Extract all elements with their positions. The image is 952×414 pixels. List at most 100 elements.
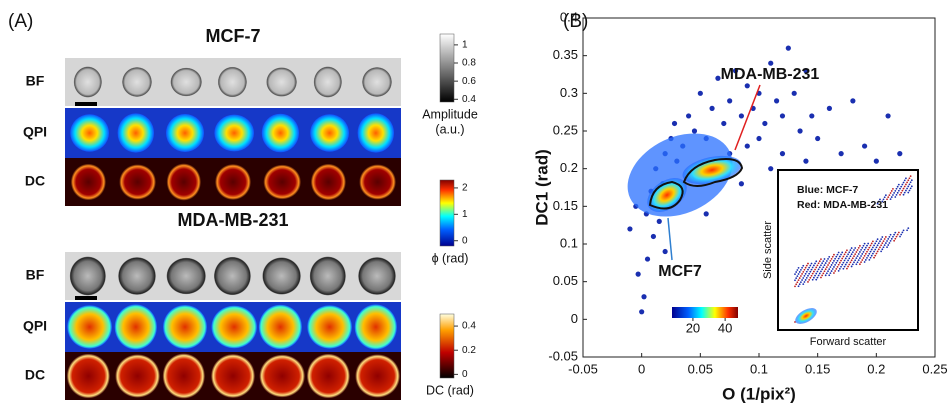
data-point [809,113,815,119]
inset-dot [909,181,912,184]
data-point [662,248,668,255]
inset-dot [901,231,904,234]
inset-dot [822,272,825,275]
inset-dot [867,242,870,245]
inset-dot [868,252,871,255]
inset-dot [807,274,809,277]
cell-image [213,256,251,296]
inset-dot [883,196,886,199]
data-point [768,166,774,172]
inset-dot [886,240,888,242]
inset-dot [876,250,879,253]
inset-dot [833,259,835,262]
data-point [709,105,715,111]
inset-dot [834,263,837,266]
inset-dot [902,193,905,196]
contour [682,158,744,187]
colorbar-label: ϕ (rad) [432,251,469,265]
inset-dot [824,274,827,277]
colorbar-tick-label: 0 [462,235,468,246]
inset-legend: Blue: MCF-7 [797,184,858,196]
cell-image [261,113,299,153]
y-tick-label: 0.25 [553,122,578,137]
inset-dot [814,268,816,271]
inset-dot [822,260,825,263]
inset-dot [887,238,890,240]
inset-dot [817,268,820,271]
inset-dot [809,270,812,273]
data-point [744,143,750,149]
inset-dot [857,253,860,255]
data-point [803,68,809,74]
inset-dot [811,266,814,269]
inset-dot [897,231,900,234]
inset-legend: Red: MDA-MB-231 [797,199,888,211]
inset-dot [848,251,851,254]
cell-image [362,67,392,97]
inset-dot [828,262,831,264]
inset-dot [897,183,900,186]
inset-dot [894,196,897,198]
inset-dot [859,251,861,253]
inset-dot [867,254,870,257]
inset-dot [825,260,828,262]
inset-dot [821,268,824,271]
data-point [785,45,791,51]
inset-dot [881,248,884,251]
inset-dot [854,253,857,256]
inset-dot [903,185,906,188]
inset-dot [825,266,828,269]
panel-b: (B) -0.05 0 0.05 0.1 0.15 0.2 0.25 -0.05 0 0.05 0.… [532,9,947,403]
inset-dot [836,253,839,256]
inset-dot [859,257,861,259]
cell-image [313,66,342,98]
cell-image [70,114,109,152]
inset-dot [910,179,913,182]
inset-dot [879,198,881,201]
inset-dot [829,260,832,262]
inset-dot [892,235,894,238]
scale-bar [75,296,97,300]
cell-image [262,257,301,295]
inset-dot [846,255,848,258]
inset-dot [802,283,805,286]
inset: Blue: MCF-7 Red: MDA-MB-231 Side scatter Fo… [762,169,919,348]
inset-dot [864,259,867,261]
inset-dot [810,274,813,277]
inset-dot [856,261,859,264]
inset-dot [889,239,892,242]
cell-image [355,354,400,398]
inset-dot [834,270,837,272]
inset-dot [815,266,818,269]
inset-dot [882,240,885,242]
inset-dot [803,281,806,283]
inset-y-label: Side scatter [762,221,774,279]
inset-dot [854,259,857,262]
inset-dot [798,277,801,279]
inset-dot [820,276,822,279]
data-point [862,143,868,149]
inset-dot [863,248,866,251]
colorbar-label: Amplitude [422,107,478,121]
data-point [885,113,891,119]
inset-dot [909,175,912,178]
inset-dot [906,181,908,184]
inset-dot [849,249,852,252]
inset-dot [886,198,888,201]
inset-dot [803,268,806,271]
inset-dot [805,264,808,267]
inset-dot [847,265,849,268]
inset-dot [803,275,806,277]
inset-dot [802,277,805,279]
inset-dot [863,242,866,245]
inset-dot [815,278,818,281]
inset-dot [877,242,880,245]
colorbar-tick-label: 2 [462,183,468,194]
inset-dot [853,255,855,258]
inset-dot [906,187,908,190]
inset-dot [805,270,808,273]
inset-dot [814,262,816,265]
inset-dot [847,253,849,256]
inset-dot [874,254,877,257]
inset-dot [883,238,886,240]
